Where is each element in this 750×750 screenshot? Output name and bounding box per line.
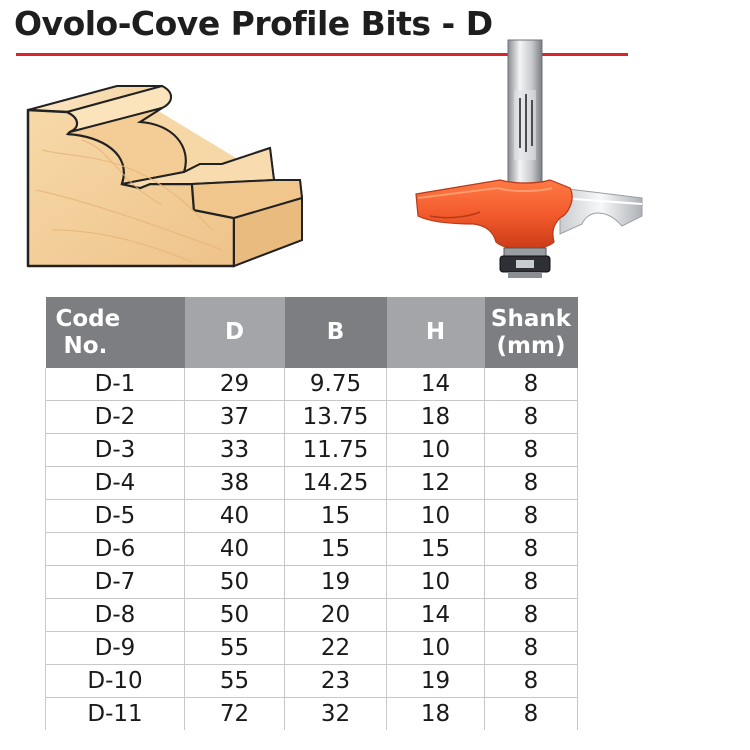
cell-h: 18 [386, 400, 485, 434]
cell-shank: 8 [484, 466, 578, 500]
cell-h: 10 [386, 499, 485, 533]
cell-code: D-7 [45, 565, 185, 599]
cell-b: 11.75 [284, 433, 387, 467]
header-d: D [184, 297, 285, 368]
cell-d: 55 [184, 631, 285, 665]
table-row: D-9 55 22 10 8 [45, 631, 578, 665]
cell-shank: 8 [484, 598, 578, 632]
table-row: D-5 40 15 10 8 [45, 499, 578, 533]
cell-b: 23 [284, 664, 387, 698]
header-b: B [284, 297, 387, 368]
cell-h: 10 [386, 565, 485, 599]
header-h: H [386, 297, 485, 368]
table-row: D-11 72 32 18 8 [45, 697, 578, 730]
cell-b: 19 [284, 565, 387, 599]
cell-shank: 8 [484, 400, 578, 434]
cell-shank: 8 [484, 433, 578, 467]
wood-profile-illustration [26, 84, 304, 268]
cell-code: D-9 [45, 631, 185, 665]
cell-code: D-10 [45, 664, 185, 698]
router-bit-illustration [415, 39, 643, 278]
cell-d: 38 [184, 466, 285, 500]
cell-code: D-11 [45, 697, 185, 730]
cell-shank: 8 [484, 565, 578, 599]
cell-b: 22 [284, 631, 387, 665]
cell-b: 9.75 [284, 368, 387, 401]
table-row: D-7 50 19 10 8 [45, 565, 578, 599]
cell-shank: 8 [484, 631, 578, 665]
cell-b: 32 [284, 697, 387, 730]
page-title: Ovolo-Cove Profile Bits - D [14, 4, 493, 43]
cell-d: 72 [184, 697, 285, 730]
table-row: D-3 33 11.75 10 8 [45, 433, 578, 467]
table-row: D-2 37 13.75 18 8 [45, 400, 578, 434]
table-row: D-1 29 9.75 14 8 [45, 368, 578, 401]
cell-d: 37 [184, 400, 285, 434]
header-code-no: Code No. [45, 297, 185, 368]
cell-b: 20 [284, 598, 387, 632]
cell-h: 19 [386, 664, 485, 698]
cell-b: 14.25 [284, 466, 387, 500]
table-row: D-6 40 15 15 8 [45, 532, 578, 566]
cell-shank: 8 [484, 664, 578, 698]
title-underline [16, 53, 628, 56]
cell-shank: 8 [484, 532, 578, 566]
cell-d: 33 [184, 433, 285, 467]
cell-code: D-4 [45, 466, 185, 500]
cell-h: 14 [386, 598, 485, 632]
cell-code: D-1 [45, 368, 185, 401]
table-header-row: Code No. D B H Shank (mm) [45, 297, 578, 368]
cell-d: 40 [184, 532, 285, 566]
cell-code: D-3 [45, 433, 185, 467]
cell-shank: 8 [484, 499, 578, 533]
cell-d: 40 [184, 499, 285, 533]
cell-b: 15 [284, 499, 387, 533]
cell-d: 50 [184, 598, 285, 632]
cell-h: 18 [386, 697, 485, 730]
table-row: D-4 38 14.25 12 8 [45, 466, 578, 500]
cell-h: 10 [386, 433, 485, 467]
cell-code: D-8 [45, 598, 185, 632]
cell-b: 13.75 [284, 400, 387, 434]
header-shank: Shank (mm) [484, 297, 578, 368]
cell-h: 12 [386, 466, 485, 500]
cell-d: 29 [184, 368, 285, 401]
cell-shank: 8 [484, 697, 578, 730]
cell-h: 10 [386, 631, 485, 665]
cell-d: 55 [184, 664, 285, 698]
table-row: D-10 55 23 19 8 [45, 664, 578, 698]
cell-h: 14 [386, 368, 485, 401]
table-row: D-8 50 20 14 8 [45, 598, 578, 632]
cell-h: 15 [386, 532, 485, 566]
specification-table: Code No. D B H Shank (mm) D-1 29 9.75 14 8 D-2… [45, 297, 578, 730]
cell-code: D-5 [45, 499, 185, 533]
cell-code: D-6 [45, 532, 185, 566]
cell-code: D-2 [45, 400, 185, 434]
cell-b: 15 [284, 532, 387, 566]
cell-d: 50 [184, 565, 285, 599]
cell-shank: 8 [484, 368, 578, 401]
